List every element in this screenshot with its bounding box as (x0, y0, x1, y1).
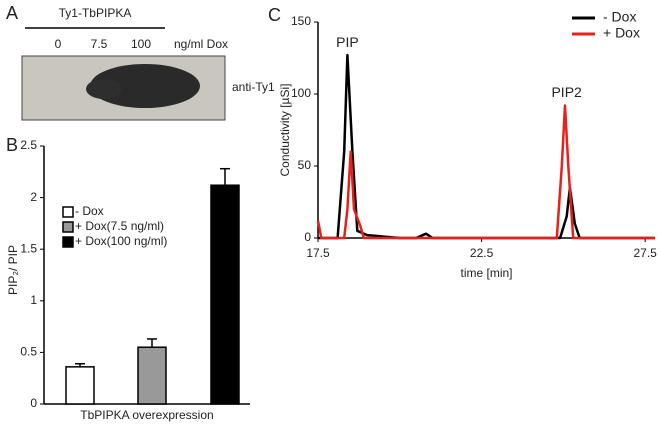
annotation: PIP2 (551, 84, 582, 100)
lane-label: 0 (55, 37, 62, 51)
panel-label: A (6, 3, 18, 23)
panel-label: C (268, 5, 281, 25)
y-tick-label: 50 (298, 158, 312, 172)
y-tick-label: 1.5 (20, 241, 37, 255)
y-tick-label: 2 (30, 190, 37, 204)
antibody: anti-Ty1 (232, 80, 275, 94)
band (86, 79, 122, 99)
y-tick-label: 2.5 (20, 138, 37, 152)
line (316, 104, 655, 240)
lane-unit: ng/ml Dox (174, 37, 228, 51)
y-axis-label: Conductivity [µSi] (278, 84, 292, 177)
y-tick-label: 150 (291, 14, 311, 28)
x-tick-label: 17.5 (306, 246, 330, 260)
y-tick-label: 1 (30, 293, 37, 307)
construct: Ty1-TbPIPKA (59, 6, 132, 20)
legend-label: + Dox (603, 25, 640, 41)
y-tick-label: 0 (30, 396, 37, 410)
legend-label: + Dox(7.5 ng/ml) (75, 219, 164, 233)
bar (137, 346, 167, 405)
x-axis-label: TbPIPKA overexpression (80, 408, 213, 422)
x-tick-label: 27.5 (634, 246, 658, 260)
legend-label: - Dox (75, 204, 104, 218)
annotation: PIP (336, 34, 359, 50)
band (90, 64, 200, 108)
y-axis-label: PIP₂/ PIP (6, 245, 20, 295)
legend-swatch (62, 221, 74, 233)
legend-swatch (62, 206, 74, 218)
line (318, 53, 655, 240)
legend-swatch (62, 236, 74, 248)
lane-label: 7.5 (91, 37, 108, 51)
bar (65, 366, 95, 405)
lane-label: 100 (131, 37, 151, 51)
y-tick-label: 100 (291, 86, 311, 100)
x-axis-label: time [min] (460, 266, 512, 280)
x-tick-label: 22.5 (470, 246, 494, 260)
legend-label: + Dox(100 ng/ml) (75, 234, 167, 248)
panel-label: B (6, 135, 18, 155)
y-tick-label: 0.5 (20, 345, 37, 359)
bar (210, 184, 240, 405)
legend-label: - Dox (603, 9, 636, 25)
y-tick-label: 0 (304, 230, 311, 244)
